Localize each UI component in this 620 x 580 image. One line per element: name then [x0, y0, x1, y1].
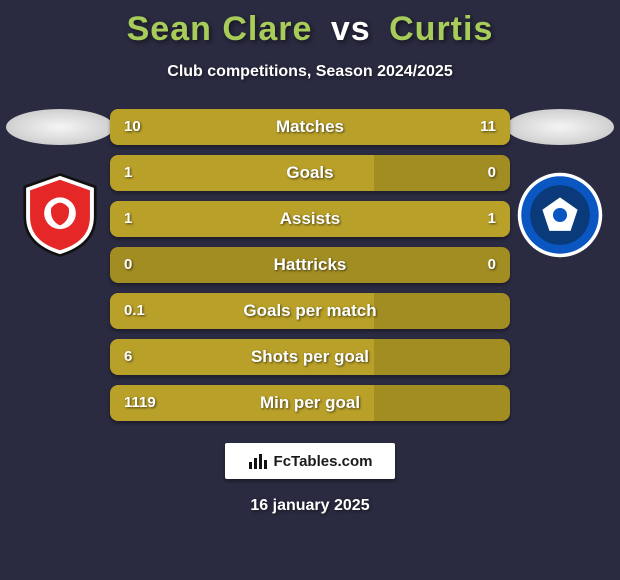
stat-row: 1011Matches [110, 109, 510, 145]
stat-row: 0.1Goals per match [110, 293, 510, 329]
player1-name: Sean Clare [127, 10, 313, 48]
branding-badge[interactable]: FcTables.com [225, 443, 395, 479]
stat-label: Matches [110, 109, 510, 145]
comparison-body: 1011Matches 10Goals 11Assists 00Hattricks 0.… [0, 109, 620, 421]
stat-row: 00Hattricks [110, 247, 510, 283]
stat-row: 6Shots per goal [110, 339, 510, 375]
player2-club-crest [516, 171, 604, 259]
player2-name: Curtis [389, 10, 493, 48]
stat-label: Min per goal [110, 385, 510, 421]
stat-row: 10Goals [110, 155, 510, 191]
stat-label: Goals [110, 155, 510, 191]
branding-text: FcTables.com [274, 453, 373, 470]
stat-label: Hattricks [110, 247, 510, 283]
stat-label: Goals per match [110, 293, 510, 329]
bars-icon [248, 452, 268, 470]
stat-label: Shots per goal [110, 339, 510, 375]
shield-crest-icon [16, 171, 104, 259]
player1-disc [6, 109, 114, 145]
player2-disc [506, 109, 614, 145]
stat-row: 1119Min per goal [110, 385, 510, 421]
date-label: 16 january 2025 [0, 497, 620, 515]
vs-label: vs [331, 10, 371, 48]
stat-rows: 1011Matches 10Goals 11Assists 00Hattricks 0.… [110, 109, 510, 421]
comparison-title: Sean Clare vs Curtis [0, 0, 620, 49]
circle-crest-icon [516, 171, 604, 259]
subtitle: Club competitions, Season 2024/2025 [0, 63, 620, 81]
player1-club-crest [16, 171, 104, 259]
stat-label: Assists [110, 201, 510, 237]
stat-row: 11Assists [110, 201, 510, 237]
